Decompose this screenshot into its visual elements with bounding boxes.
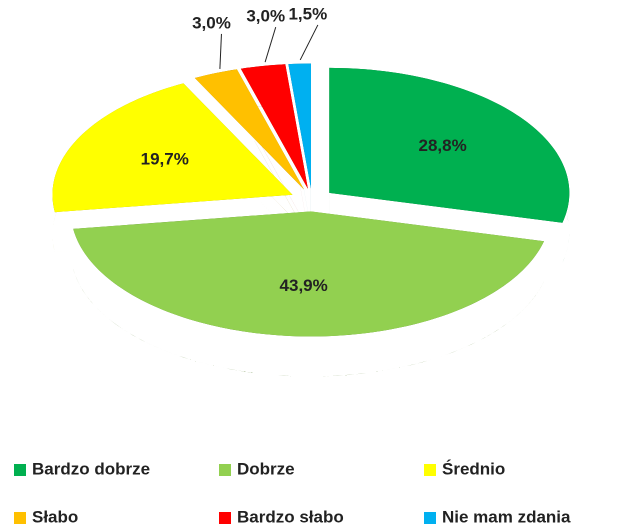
legend-swatch [424, 512, 436, 524]
slice [288, 63, 311, 189]
slice [194, 69, 304, 190]
data-label: 19,7% [141, 150, 189, 169]
legend-label: Średnio [442, 459, 505, 478]
leader-line [264, 26, 277, 63]
slice [240, 64, 308, 189]
legend-swatch [424, 464, 436, 476]
legend-label: Dobrze [237, 459, 295, 478]
legend-label: Nie mam zdania [442, 507, 571, 526]
slice [52, 83, 293, 213]
legend-label: Bardzo słabo [237, 507, 344, 526]
data-label: 28,8% [419, 136, 467, 155]
data-label: 43,9% [280, 276, 328, 295]
legend-label: Słabo [32, 507, 78, 526]
legend-swatch [219, 464, 231, 476]
leader-line [299, 24, 319, 61]
legend-label: Bardzo dobrze [32, 459, 150, 478]
data-label: 3,0% [246, 7, 285, 26]
leader-line [219, 33, 222, 69]
slice [329, 67, 570, 223]
slice [73, 211, 544, 337]
legend-swatch [14, 464, 26, 476]
legend-swatch [219, 512, 231, 524]
data-label: 3,0% [192, 13, 231, 32]
legend-swatch [14, 512, 26, 524]
data-label: 1,5% [288, 4, 327, 23]
